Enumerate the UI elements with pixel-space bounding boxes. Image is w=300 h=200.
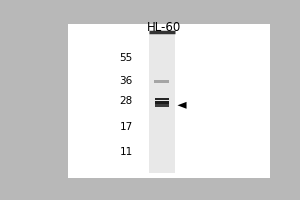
Text: HL-60: HL-60	[147, 21, 181, 34]
Text: 17: 17	[120, 122, 133, 132]
Text: 11: 11	[120, 147, 133, 157]
Text: 55: 55	[120, 53, 133, 63]
FancyBboxPatch shape	[155, 98, 169, 100]
FancyBboxPatch shape	[68, 24, 270, 178]
Polygon shape	[178, 102, 187, 109]
FancyBboxPatch shape	[155, 104, 169, 107]
FancyBboxPatch shape	[154, 80, 170, 83]
FancyBboxPatch shape	[155, 101, 169, 104]
Text: 36: 36	[120, 76, 133, 86]
FancyBboxPatch shape	[148, 32, 175, 173]
Text: 28: 28	[120, 96, 133, 106]
